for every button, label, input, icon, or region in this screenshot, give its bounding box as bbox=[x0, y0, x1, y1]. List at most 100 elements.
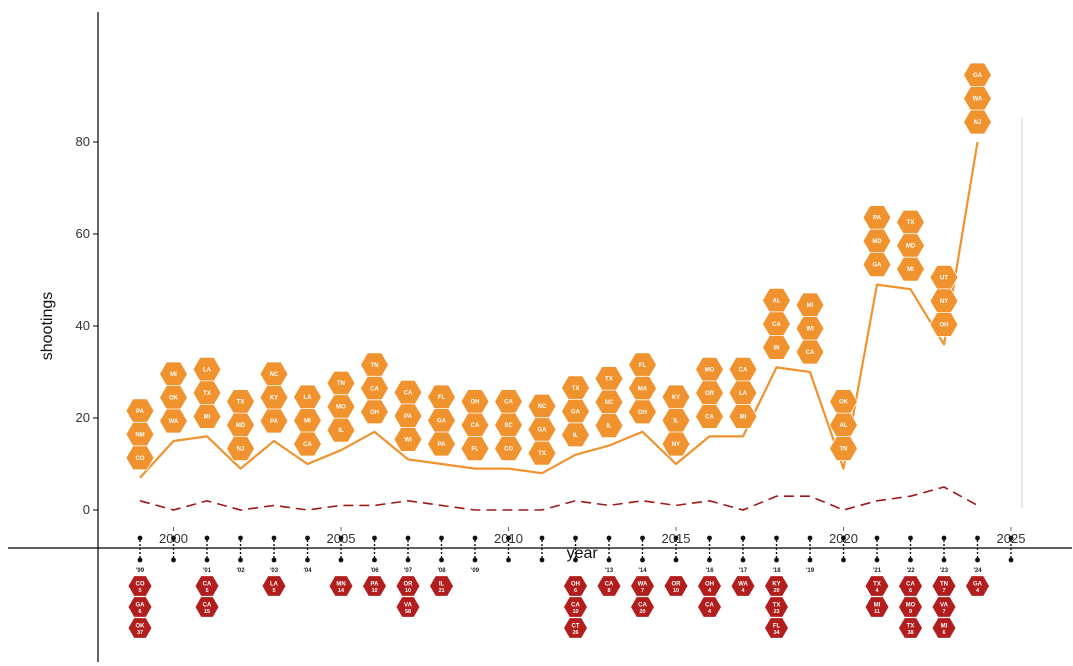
state-badge-label: MI bbox=[204, 414, 211, 420]
incident-state-label: MO bbox=[906, 603, 916, 609]
incident-state-label: KY bbox=[772, 582, 780, 588]
state-badge: IL bbox=[661, 408, 691, 433]
state-badge: GA bbox=[527, 417, 557, 443]
hexagon-shape bbox=[931, 617, 957, 639]
timeline-markers: '99 '01 '02 '03 '04 '06 '07 '08 '09 '13 '14 '16 '17 '… bbox=[136, 535, 1014, 574]
timeline-year-label: '02 bbox=[236, 568, 245, 574]
incident-state-label: CA bbox=[906, 582, 915, 588]
hexagon-shape bbox=[898, 617, 923, 639]
incident-count-label: 7 bbox=[942, 588, 945, 594]
incident-count-label: 4 bbox=[708, 609, 712, 615]
incident-badge: CA5 bbox=[194, 575, 220, 597]
timeline-year-label: '24 bbox=[973, 568, 982, 574]
incident-count-label: 4 bbox=[741, 588, 745, 594]
state-badge-label: NY bbox=[940, 299, 948, 305]
upper-state-badges: PA NM CO MI OK WA LA TX MI TX MD NJ NC KY PA LA MI CA TN MO… bbox=[125, 62, 992, 471]
hexagon-shape bbox=[596, 575, 622, 597]
state-badge-label: GA bbox=[571, 409, 581, 415]
state-badge-label: OH bbox=[370, 410, 379, 416]
state-badge: NC bbox=[594, 389, 624, 415]
timeline-dot bbox=[908, 557, 913, 563]
state-badge-label: LA bbox=[203, 367, 212, 373]
state-badge: OH bbox=[929, 311, 959, 337]
hexagon-shape bbox=[661, 431, 691, 457]
timeline-dot bbox=[707, 535, 712, 541]
state-badge: FL bbox=[427, 384, 456, 410]
timeline-year-label: '04 bbox=[303, 568, 312, 574]
incident-count-label: 6 bbox=[942, 630, 945, 636]
incident-state-label: VA bbox=[940, 603, 949, 609]
incident-state-label: CO bbox=[136, 582, 145, 588]
timeline-dot bbox=[774, 535, 779, 541]
state-badge-label: SC bbox=[504, 423, 513, 429]
timeline-dot bbox=[238, 557, 243, 563]
hexagon-shape bbox=[829, 436, 858, 462]
timeline-dot bbox=[171, 557, 176, 563]
state-badge-label: UT bbox=[940, 275, 948, 281]
state-badge: TN bbox=[829, 436, 858, 462]
state-badge: PA bbox=[125, 398, 155, 424]
state-badge: MD bbox=[862, 228, 892, 254]
incident-badge: CA8 bbox=[596, 575, 622, 597]
state-badge: TX bbox=[896, 209, 925, 235]
state-badge-label: CA bbox=[772, 322, 781, 328]
y-tick-label: 60 bbox=[76, 226, 90, 241]
state-badge-label: PA bbox=[438, 442, 447, 448]
state-badge: PA bbox=[862, 205, 892, 231]
hexagon-shape bbox=[395, 596, 421, 618]
timeline-dot bbox=[338, 557, 344, 563]
state-badge: CA bbox=[293, 431, 322, 457]
state-badge: OK bbox=[159, 385, 188, 410]
incident-badge: WA4 bbox=[730, 575, 756, 597]
state-badge-label: PA bbox=[873, 216, 882, 222]
state-badge-label: PA bbox=[404, 414, 413, 420]
state-badge: KY bbox=[259, 385, 289, 410]
state-badge-label: WI bbox=[404, 437, 412, 443]
state-badge: TX bbox=[192, 380, 222, 406]
timeline-dot bbox=[506, 557, 511, 563]
hexagon-shape bbox=[764, 617, 789, 639]
hexagon-shape bbox=[762, 334, 791, 360]
hexagon-shape bbox=[628, 399, 657, 425]
incident-state-label: OH bbox=[571, 582, 580, 588]
incident-state-label: VA bbox=[404, 603, 413, 609]
incident-state-label: MN bbox=[336, 582, 345, 588]
incident-count-label: 23 bbox=[773, 609, 779, 615]
timeline-dot bbox=[874, 535, 880, 541]
incident-count-label: 26 bbox=[572, 630, 578, 636]
state-badge-label: OK bbox=[839, 400, 849, 406]
state-badge-label: CA bbox=[504, 400, 513, 406]
timeline-dot bbox=[673, 535, 679, 541]
incident-state-label: TN bbox=[940, 582, 948, 588]
timeline-year-label: '06 bbox=[370, 568, 379, 574]
state-badge: CA bbox=[494, 389, 523, 415]
hexagon-shape bbox=[293, 431, 322, 457]
state-badge: PA bbox=[259, 408, 289, 434]
incident-state-label: GA bbox=[136, 603, 146, 609]
timeline-dot bbox=[338, 535, 344, 541]
incident-state-label: CA bbox=[705, 603, 714, 609]
incident-badge: VA7 bbox=[931, 596, 957, 618]
incident-count-label: 8 bbox=[607, 588, 610, 594]
hexagon-shape bbox=[695, 403, 724, 429]
incident-count-label: 58 bbox=[405, 609, 411, 615]
incident-state-label: CA bbox=[638, 603, 647, 609]
incident-state-label: WA bbox=[738, 582, 748, 588]
state-badge: CO bbox=[494, 436, 523, 462]
timeline-dot bbox=[975, 535, 980, 541]
state-badge-label: IL bbox=[606, 424, 612, 430]
hexagon-shape bbox=[460, 436, 490, 462]
state-badge: NC bbox=[527, 393, 557, 419]
state-badge: MI bbox=[293, 408, 322, 433]
state-badge: KY bbox=[661, 384, 691, 410]
state-badge: TX bbox=[561, 375, 590, 401]
state-badge-label: CA bbox=[705, 414, 714, 420]
timeline-dot bbox=[405, 535, 411, 541]
state-badge-label: OR bbox=[705, 391, 715, 397]
timeline-dot bbox=[472, 535, 478, 541]
hexagon-shape bbox=[393, 426, 423, 452]
